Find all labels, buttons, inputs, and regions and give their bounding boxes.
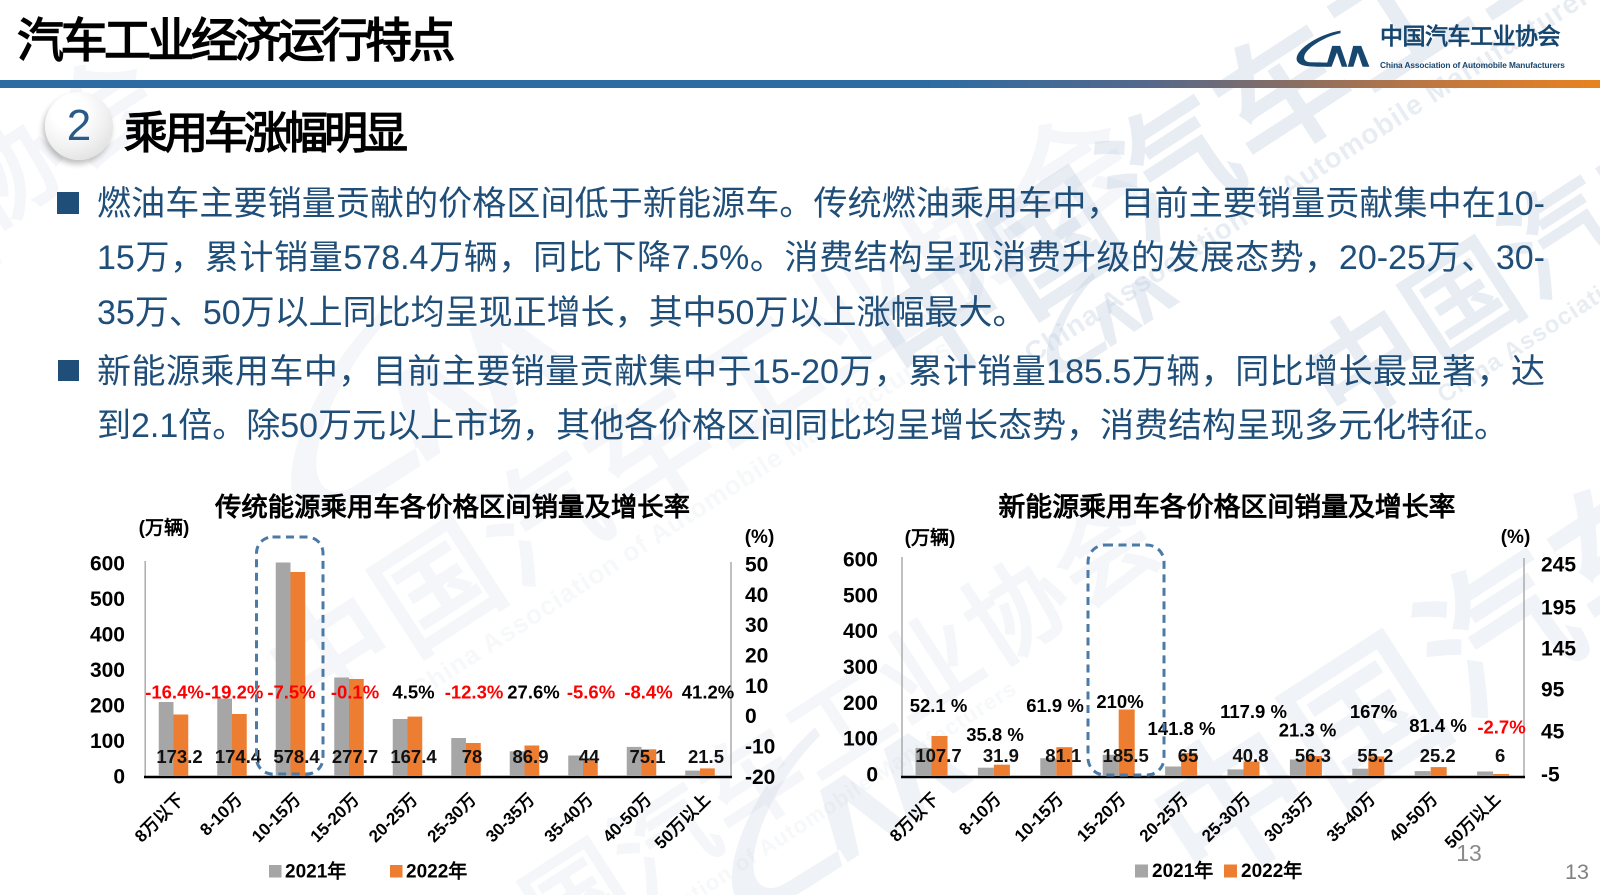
svg-text:20: 20 bbox=[745, 645, 768, 668]
svg-text:500: 500 bbox=[843, 584, 878, 607]
svg-text:25.2: 25.2 bbox=[1420, 745, 1456, 766]
svg-text:174.4: 174.4 bbox=[215, 746, 262, 767]
svg-text:40.8: 40.8 bbox=[1232, 745, 1268, 766]
svg-text:173.2: 173.2 bbox=[156, 746, 202, 767]
svg-text:27.6%: 27.6% bbox=[507, 682, 559, 703]
svg-text:600: 600 bbox=[90, 553, 125, 576]
svg-text:0: 0 bbox=[113, 766, 125, 789]
svg-text:8-10万: 8-10万 bbox=[955, 789, 1005, 839]
svg-text:25-30万: 25-30万 bbox=[424, 790, 480, 846]
svg-text:8-10万: 8-10万 bbox=[196, 790, 246, 840]
svg-text:75.1: 75.1 bbox=[629, 746, 665, 767]
svg-text:107.7: 107.7 bbox=[915, 745, 961, 766]
svg-text:31.9: 31.9 bbox=[983, 745, 1019, 766]
svg-text:61.9 %: 61.9 % bbox=[1026, 695, 1084, 716]
svg-text:55.2: 55.2 bbox=[1357, 745, 1393, 766]
svg-text:117.9 %: 117.9 % bbox=[1220, 701, 1287, 722]
svg-text:China Association of Automobil: China Association of Automobile Manufact… bbox=[1380, 60, 1565, 70]
svg-text:56.3: 56.3 bbox=[1295, 745, 1331, 766]
svg-text:30-35万: 30-35万 bbox=[482, 790, 538, 846]
svg-text:100: 100 bbox=[90, 730, 125, 753]
svg-text:35.8 %: 35.8 % bbox=[966, 724, 1024, 745]
svg-text:35-40万: 35-40万 bbox=[1323, 789, 1379, 845]
svg-text:8万以下: 8万以下 bbox=[886, 789, 942, 845]
svg-text:15-20万: 15-20万 bbox=[1073, 789, 1129, 845]
svg-text:2022年: 2022年 bbox=[406, 860, 467, 883]
svg-text:400: 400 bbox=[843, 620, 878, 643]
svg-text:10-15万: 10-15万 bbox=[1011, 789, 1067, 845]
svg-text:400: 400 bbox=[90, 624, 125, 647]
svg-text:300: 300 bbox=[90, 659, 125, 682]
svg-text:新能源乘用车各价格区间销量及增长率: 新能源乘用车各价格区间销量及增长率 bbox=[998, 491, 1455, 522]
svg-text:141.8 %: 141.8 % bbox=[1148, 718, 1216, 739]
svg-text:(%): (%) bbox=[1501, 527, 1531, 548]
svg-text:50: 50 bbox=[745, 554, 768, 577]
svg-text:20-25万: 20-25万 bbox=[1136, 789, 1192, 845]
svg-text:10: 10 bbox=[745, 675, 768, 698]
svg-text:-8.4%: -8.4% bbox=[624, 682, 672, 703]
svg-text:200: 200 bbox=[843, 692, 878, 715]
svg-text:40-50万: 40-50万 bbox=[1385, 789, 1441, 845]
svg-text:20-25万: 20-25万 bbox=[365, 790, 421, 846]
svg-text:81.4 %: 81.4 % bbox=[1409, 715, 1467, 736]
svg-text:-0.1%: -0.1% bbox=[331, 682, 379, 703]
svg-text:86.9: 86.9 bbox=[512, 746, 548, 767]
svg-text:45: 45 bbox=[1541, 721, 1565, 744]
svg-text:185.5: 185.5 bbox=[1103, 745, 1149, 766]
svg-text:-19.2%: -19.2% bbox=[205, 682, 264, 703]
svg-text:245: 245 bbox=[1541, 554, 1576, 577]
svg-text:210%: 210% bbox=[1096, 691, 1143, 712]
svg-text:25-30万: 25-30万 bbox=[1198, 789, 1254, 845]
svg-text:(万辆): (万辆) bbox=[139, 516, 190, 539]
svg-text:52.1 %: 52.1 % bbox=[910, 695, 968, 716]
svg-text:41.2%: 41.2% bbox=[682, 682, 734, 703]
svg-text:100: 100 bbox=[843, 728, 878, 751]
svg-text:277.7: 277.7 bbox=[332, 746, 378, 767]
svg-text:4.5%: 4.5% bbox=[392, 682, 434, 703]
svg-text:-7.5%: -7.5% bbox=[267, 682, 315, 703]
svg-text:81.1: 81.1 bbox=[1045, 745, 1081, 766]
svg-text:21.5: 21.5 bbox=[688, 746, 724, 767]
svg-text:500: 500 bbox=[90, 588, 125, 611]
svg-text:15-20万: 15-20万 bbox=[307, 790, 363, 846]
svg-text:200: 200 bbox=[90, 695, 125, 718]
svg-text:78: 78 bbox=[462, 746, 483, 767]
svg-text:6: 6 bbox=[1495, 745, 1505, 766]
svg-text:40-50万: 40-50万 bbox=[599, 790, 655, 846]
svg-text:95: 95 bbox=[1541, 679, 1565, 702]
svg-text:中国汽车工业协会: 中国汽车工业协会 bbox=[1380, 23, 1561, 49]
svg-text:30: 30 bbox=[745, 614, 768, 637]
svg-text:195: 195 bbox=[1541, 597, 1576, 620]
svg-text:50万以上: 50万以上 bbox=[651, 790, 714, 853]
svg-text:21.3 %: 21.3 % bbox=[1279, 720, 1337, 741]
svg-text:-5: -5 bbox=[1541, 764, 1560, 787]
svg-text:600: 600 bbox=[843, 549, 878, 572]
svg-text:8万以下: 8万以下 bbox=[131, 790, 187, 846]
svg-text:167.4: 167.4 bbox=[390, 746, 437, 767]
svg-text:44: 44 bbox=[579, 746, 600, 767]
svg-text:2022年: 2022年 bbox=[1241, 859, 1302, 882]
svg-text:-16.4%: -16.4% bbox=[145, 682, 204, 703]
svg-text:300: 300 bbox=[843, 656, 878, 679]
svg-text:传统能源乘用车各价格区间销量及增长率: 传统能源乘用车各价格区间销量及增长率 bbox=[214, 492, 690, 522]
svg-text:2021年: 2021年 bbox=[1152, 859, 1213, 882]
svg-text:0: 0 bbox=[866, 764, 878, 787]
svg-text:35-40万: 35-40万 bbox=[541, 790, 597, 846]
svg-text:0: 0 bbox=[745, 705, 757, 728]
svg-text:167%: 167% bbox=[1350, 701, 1397, 722]
svg-text:2021年: 2021年 bbox=[285, 860, 346, 883]
svg-text:10-15万: 10-15万 bbox=[248, 790, 304, 846]
svg-text:30-35万: 30-35万 bbox=[1261, 789, 1317, 845]
svg-text:40: 40 bbox=[745, 584, 768, 607]
svg-text:-5.6%: -5.6% bbox=[567, 682, 615, 703]
svg-text:-10: -10 bbox=[745, 736, 775, 759]
svg-text:578.4: 578.4 bbox=[273, 746, 320, 767]
svg-text:-2.7%: -2.7% bbox=[1477, 717, 1525, 738]
svg-text:(%): (%) bbox=[745, 527, 775, 548]
svg-text:(万辆): (万辆) bbox=[905, 526, 956, 549]
svg-text:-20: -20 bbox=[745, 766, 775, 789]
svg-text:65: 65 bbox=[1178, 745, 1199, 766]
svg-text:-12.3%: -12.3% bbox=[445, 682, 504, 703]
svg-text:145: 145 bbox=[1541, 638, 1576, 661]
